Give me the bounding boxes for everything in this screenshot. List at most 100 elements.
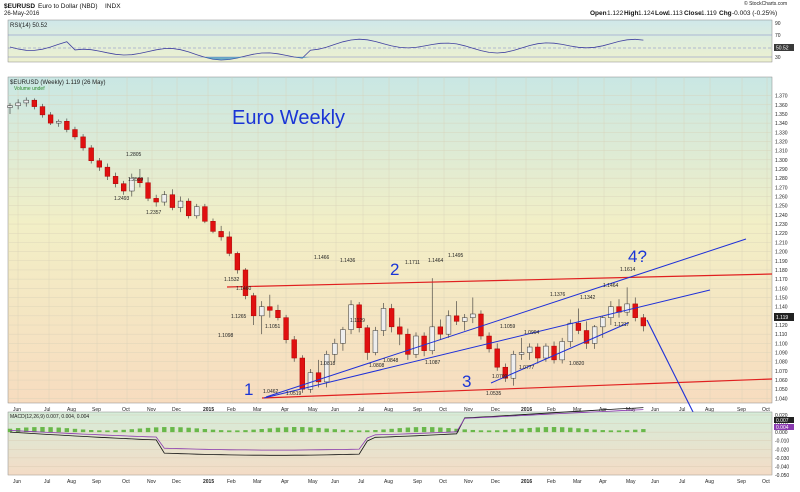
macd-histogram-bar [153,427,159,433]
candle-body [340,329,346,344]
macd-x-label: Sep [737,479,746,485]
macd-x-label: Jul [679,479,685,485]
candle-body [632,303,638,318]
macd-histogram-bar [210,429,216,433]
candle-body [15,102,21,106]
macd-histogram-bar [283,427,289,433]
candle-body [429,326,435,351]
macd-histogram-bar [40,427,45,433]
macd-y-tick: -0.010 [775,439,789,445]
rsi-legend: RSI(14) 50.52 [10,23,48,29]
macd-histogram-bar [235,430,240,433]
macd-x-label: Sep [413,479,422,485]
price-x-label: 2015 [203,407,214,413]
macd-histogram-bar [332,429,337,433]
price-y-tick: 1.180 [775,268,788,274]
macd-x-label: Aug [705,479,714,485]
candle-body [527,346,533,353]
price-y-tick: 1.290 [775,167,788,173]
price-y-tick: 1.120 [775,323,788,329]
candle-body [348,304,354,330]
price-y-tick: 1.040 [775,396,788,402]
macd-x-label: 2016 [521,479,532,485]
macd-histogram-bar [616,430,622,433]
price-current-badge [774,313,794,321]
price-x-label: Feb [547,407,556,413]
macd-histogram-bar [105,430,110,433]
price-y-tick: 1.300 [775,158,788,164]
macd-histogram-bar [421,427,427,433]
candle-body [600,317,606,328]
price-annotation: 1.0535 [486,391,502,397]
wave-label-4: 4? [628,247,647,266]
support-line [261,378,773,399]
channel-upper-line [265,238,747,398]
price-current-value: 1.119 [776,315,788,321]
macd-histogram-bar [535,427,540,433]
candle-body [169,194,176,208]
macd-panel: 0.0200.0100.000-0.010-0.020-0.030-0.040-… [7,407,794,485]
macd-histogram-bar [389,428,394,433]
candle-body [535,346,541,359]
candle-body [210,221,216,232]
macd-x-label: 2015 [203,479,214,485]
price-legend: $EURUSD (Weekly) 1.119 (26 May) [10,80,105,86]
price-y-tick: 1.170 [775,277,788,283]
macd-x-label: Nov [464,479,473,485]
price-annotation: 1.0777 [519,365,535,371]
price-x-label: Apr [281,407,289,413]
price-y-tick: 1.320 [775,139,788,145]
macd-histogram-bar [373,430,378,433]
candle-body [39,106,46,116]
macd-histogram-bar [292,427,297,433]
high-value: 1.124 [638,10,655,17]
macd-x-label: Oct [762,479,770,485]
price-y-tick: 1.280 [775,176,788,182]
price-y-tick: 1.110 [775,332,787,338]
candle-body [307,372,314,390]
macd-histogram-bar [275,427,281,433]
macd-histogram-bar [495,430,500,433]
chg-value: -0.003 (-0.25%) [732,10,777,17]
candle-body [388,308,395,328]
price-y-tick: 1.190 [775,259,788,265]
price-y-tick: 1.150 [775,295,788,301]
price-y-tick: 1.360 [775,103,788,109]
price-y-tick: 1.200 [775,250,788,256]
price-annotation: 1.1342 [580,295,596,301]
macd-histogram-bar [503,429,508,433]
candle-body [397,326,403,335]
price-x-label: Oct [439,407,447,413]
macd-histogram-bar [243,430,248,433]
macd-histogram-bar [251,429,256,433]
price-x-label: Sep [413,407,422,413]
price-y-tick: 1.230 [775,222,788,228]
price-annotation: 1.1087 [425,360,441,366]
candle-body [380,308,387,331]
candle-body [640,317,647,327]
macd-histogram-bar [72,428,78,433]
candle-body [121,183,127,192]
candle-body [226,236,232,254]
candle-body [129,177,135,192]
brand-label: © StockCharts.com [744,0,787,7]
candle-body [267,306,273,311]
macd-histogram-bar [576,428,581,433]
price-x-label: Aug [67,407,76,413]
macd-histogram-bar [446,428,451,433]
macd-signal-line [9,409,644,451]
price-annotation: 1.1098 [218,333,234,339]
price-annotation: 1.0519 [286,391,302,397]
macd-x-label: Apr [281,479,289,485]
macd-histogram-bar [365,430,370,433]
price-annotation: 1.1614 [620,267,636,273]
macd-line [9,407,644,456]
price-y-tick: 1.370 [775,94,788,100]
macd-x-label: Mar [573,479,582,485]
candle-body [478,313,484,337]
price-x-label: Jul [358,407,364,413]
macd-x-label: Aug [67,479,76,485]
macd-histogram-bar [227,430,232,433]
price-x-label: Jun [331,407,339,413]
price-y-tick: 1.270 [775,185,788,191]
